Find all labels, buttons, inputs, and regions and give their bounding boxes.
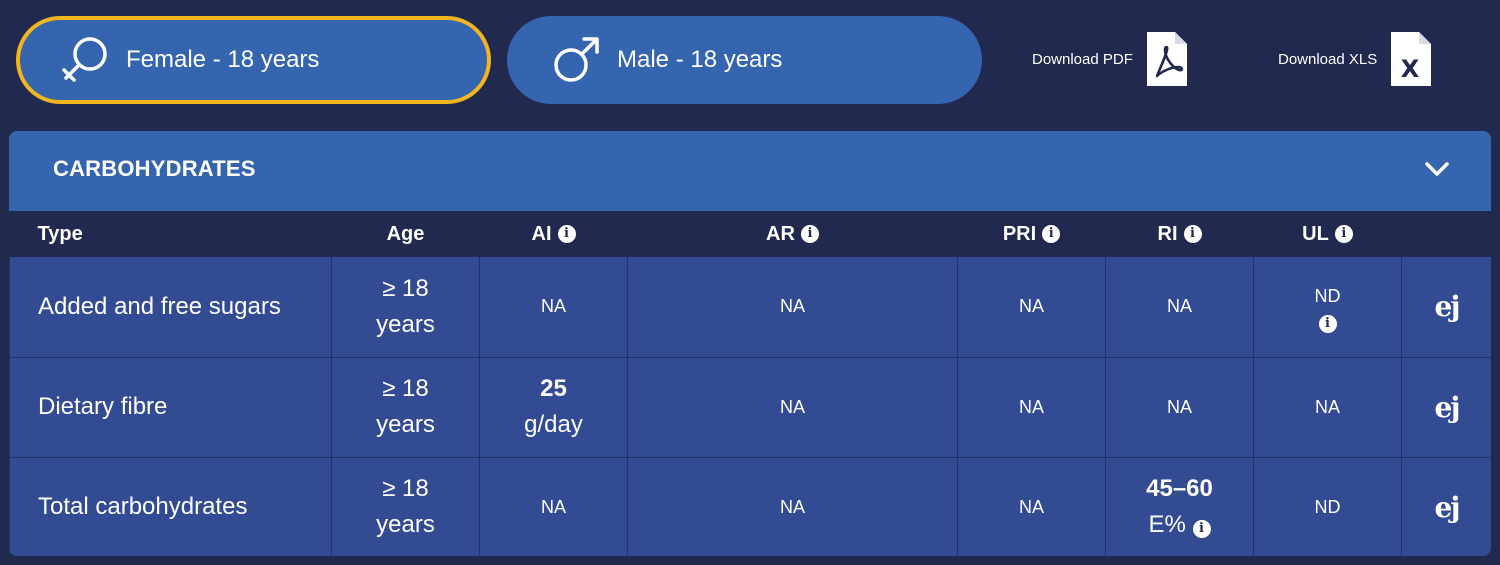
cell-ai-unit: g/day xyxy=(524,411,583,438)
cell-pri: NA xyxy=(957,456,1106,556)
age-line2: years xyxy=(376,411,435,438)
cell-ai-value: 25 xyxy=(540,375,567,402)
chevron-down-icon[interactable] xyxy=(1423,158,1451,180)
info-icon[interactable]: i xyxy=(1192,520,1211,538)
header-ai-label: AI xyxy=(531,222,552,245)
cell-source[interactable]: ej xyxy=(1401,456,1491,556)
cell-ul: ND i xyxy=(1253,257,1402,358)
cell-source[interactable]: ej xyxy=(1401,257,1491,358)
info-icon[interactable]: i xyxy=(557,225,576,243)
age-line1: ≥ 18 xyxy=(382,274,429,302)
info-icon[interactable]: i xyxy=(800,225,819,243)
header-ul-label: UL xyxy=(1302,222,1329,245)
cell-ul-value: ND xyxy=(1314,285,1341,306)
cell-type: Added and free sugars xyxy=(9,257,332,358)
header-pri: PRI i xyxy=(957,211,1106,257)
header-ri-label: RI xyxy=(1157,222,1178,245)
cell-ai: 25 g/day xyxy=(479,356,628,458)
xls-glyph: X xyxy=(1401,55,1420,83)
header-ul: UL i xyxy=(1253,211,1402,257)
header-pri-label: PRI xyxy=(1002,222,1037,245)
cell-ai: NA xyxy=(479,257,628,358)
info-icon[interactable]: i xyxy=(1334,225,1353,243)
cell-pri: NA xyxy=(957,257,1106,358)
cell-ar: NA xyxy=(627,456,958,556)
header-age: Age xyxy=(331,211,480,257)
cell-ai: NA xyxy=(479,456,628,556)
table-row: Total carbohydrates ≥ 18 years NA NA NA 4… xyxy=(9,456,1491,556)
cell-ri-unit-wrap: E% i xyxy=(1106,507,1253,543)
efsa-journal-icon[interactable]: ej xyxy=(1434,290,1461,324)
info-icon[interactable]: i xyxy=(1042,225,1061,243)
cell-age: ≥ 18 years xyxy=(331,356,480,458)
female-button[interactable]: Female - 18 years xyxy=(16,16,491,104)
download-pdf-link[interactable]: Download PDF xyxy=(1032,30,1189,88)
table-row: Dietary fibre ≥ 18 years 25 g/day NA NA NA… xyxy=(9,356,1491,458)
cell-source[interactable]: ej xyxy=(1401,356,1491,458)
xls-file-icon: X xyxy=(1391,32,1432,86)
cell-type: Total carbohydrates xyxy=(9,456,332,556)
age-line2: years xyxy=(376,310,435,338)
efsa-journal-icon[interactable]: ej xyxy=(1434,490,1461,524)
cell-ri-value: 45–60 xyxy=(1146,475,1213,502)
pdf-file-icon xyxy=(1146,32,1187,86)
header-type: Type xyxy=(9,211,332,257)
male-symbol-icon xyxy=(554,37,599,82)
top-bar: Female - 18 years Male - 18 years Downlo… xyxy=(0,0,1500,120)
cell-age: ≥ 18 years xyxy=(331,257,480,358)
header-ri: RI i xyxy=(1105,211,1254,257)
panel-title: CARBOHYDRATES xyxy=(53,156,256,181)
header-ar-label: AR xyxy=(766,222,795,245)
download-xls-link[interactable]: Download XLS X xyxy=(1278,30,1433,88)
cell-ar: NA xyxy=(627,257,958,358)
cell-ri: NA xyxy=(1105,257,1254,358)
carbohydrates-panel: CARBOHYDRATES Type Age AI i AR i PRI i RI i … xyxy=(9,131,1491,556)
age-line1: ≥ 18 xyxy=(382,375,429,402)
table-row: Added and free sugars ≥ 18 years NA NA NA… xyxy=(9,257,1491,358)
age-line2: years xyxy=(376,511,435,538)
female-button-label: Female - 18 years xyxy=(126,46,320,73)
nutrient-table: Type Age AI i AR i PRI i RI i UL i Added and … xyxy=(9,211,1491,556)
male-button[interactable]: Male - 18 years xyxy=(507,16,982,104)
cell-ri: NA xyxy=(1105,356,1254,458)
download-pdf-label: Download PDF xyxy=(1032,50,1133,68)
efsa-journal-icon[interactable]: ej xyxy=(1434,390,1461,424)
cell-ri: 45–60 E% i xyxy=(1105,456,1254,556)
cell-pri: NA xyxy=(957,356,1106,458)
info-icon[interactable]: i xyxy=(1318,314,1337,333)
download-xls-label: Download XLS xyxy=(1278,50,1378,68)
info-icon[interactable]: i xyxy=(1183,225,1202,243)
cell-ul: NA xyxy=(1253,356,1402,458)
header-ar: AR i xyxy=(627,211,958,257)
panel-header[interactable]: CARBOHYDRATES xyxy=(9,131,1491,211)
cell-ul: ND xyxy=(1253,456,1402,556)
cell-type: Dietary fibre xyxy=(9,356,332,458)
header-source xyxy=(1401,211,1491,257)
male-button-label: Male - 18 years xyxy=(617,46,783,73)
table-header-row: Type Age AI i AR i PRI i RI i UL i xyxy=(9,211,1491,257)
cell-age: ≥ 18 years xyxy=(331,456,480,556)
female-symbol-icon xyxy=(62,37,107,82)
cell-ar: NA xyxy=(627,356,958,458)
cell-ri-unit: E% xyxy=(1148,511,1186,538)
header-ai: AI i xyxy=(479,211,628,257)
age-line1: ≥ 18 xyxy=(382,475,429,502)
